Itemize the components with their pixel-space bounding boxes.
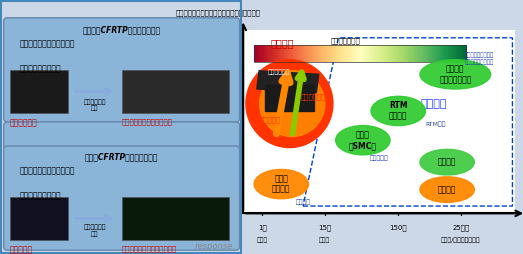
Text: スタンピング
成形: スタンピング 成形 <box>84 99 106 111</box>
FancyBboxPatch shape <box>4 122 240 150</box>
Text: RTM
（織物）: RTM （織物） <box>389 101 407 121</box>
Bar <box>254 45 466 61</box>
Bar <box>265 85 314 111</box>
Text: 等方性基材: 等方性基材 <box>259 117 281 123</box>
Ellipse shape <box>259 71 325 137</box>
Text: 等方性CFRTP基材のコア技術: 等方性CFRTP基材のコア技術 <box>85 152 158 161</box>
Ellipse shape <box>420 60 491 89</box>
Text: 連続繊维基材: 連続繊维基材 <box>268 70 290 75</box>
Text: 生産サイクルタイム（型占有時間）: 生産サイクルタイム（型占有時間） <box>342 253 416 254</box>
Text: スタンピング
成形: スタンピング 成形 <box>84 225 106 237</box>
Text: 熱可塑糳: 熱可塑糳 <box>438 185 457 194</box>
Text: ハンドレイアップ／
オートクレーブ成形: ハンドレイアップ／ オートクレーブ成形 <box>465 52 494 65</box>
Ellipse shape <box>420 149 474 175</box>
Text: 150分: 150分 <box>390 224 407 231</box>
Ellipse shape <box>336 125 390 155</box>
FancyBboxPatch shape <box>121 197 229 240</box>
Text: 従来基材: 従来基材 <box>420 99 447 109</box>
Text: ・繊维分散性の向上: ・繊维分散性の向上 <box>19 192 61 201</box>
Bar <box>257 71 319 92</box>
Text: 高級車: 高級車 <box>319 237 331 243</box>
FancyBboxPatch shape <box>10 197 68 240</box>
Text: 射出成形: 射出成形 <box>295 200 311 205</box>
Text: 開発基材: 開発基材 <box>270 38 294 48</box>
Text: 航空機/レーシングカー: 航空機/レーシングカー <box>441 237 481 243</box>
Text: ・樹脆の含浸性向上: ・樹脆の含浸性向上 <box>19 65 61 74</box>
Text: 一方向性CFRTP基材のコア技術: 一方向性CFRTP基材のコア技術 <box>83 25 161 34</box>
FancyBboxPatch shape <box>4 146 240 250</box>
Ellipse shape <box>371 96 425 125</box>
Text: 短繊维
ペレット: 短繊维 ペレット <box>272 174 290 194</box>
Text: ランダム基材: ランダム基材 <box>300 93 326 100</box>
Text: 熱硬化糳: 熱硬化糳 <box>438 158 457 167</box>
Text: 15分: 15分 <box>318 224 332 231</box>
Ellipse shape <box>254 169 309 199</box>
Text: 1分: 1分 <box>258 224 267 231</box>
Text: ・繊维－樹脆の接着性向上: ・繊维－樹脆の接着性向上 <box>19 39 75 48</box>
Text: プレス成形: プレス成形 <box>370 156 389 161</box>
Text: response.: response. <box>195 243 236 251</box>
FancyBboxPatch shape <box>121 70 229 113</box>
FancyBboxPatch shape <box>10 70 68 113</box>
Text: 等方性基材: 等方性基材 <box>10 245 33 254</box>
Text: 力学特性（強度・剛性・耐衝撃性・耐久性）: 力学特性（強度・剛性・耐衝撃性・耐久性） <box>175 9 260 16</box>
Text: RTM成形: RTM成形 <box>425 121 446 126</box>
Text: 25時間: 25時間 <box>452 224 469 231</box>
Text: ・繊维－樹脆の接着性向上: ・繊维－樹脆の接着性向上 <box>19 166 75 175</box>
Text: ランダム基材: ランダム基材 <box>10 118 38 127</box>
Ellipse shape <box>246 60 333 148</box>
Text: 複雑形状部材（パネルなど）: 複雑形状部材（パネルなど） <box>121 245 177 252</box>
Text: 強度部材（フレームなど）: 強度部材（フレームなど） <box>121 118 173 125</box>
FancyBboxPatch shape <box>4 18 240 122</box>
Ellipse shape <box>420 177 474 202</box>
Text: 連続繊维
（プリプレグ）: 連続繊维 （プリプレグ） <box>439 65 472 84</box>
Text: 量産車: 量産車 <box>257 237 268 243</box>
Text: 中繊维
（SMC）: 中繊维 （SMC） <box>349 131 377 150</box>
Text: 高速プレス成形: 高速プレス成形 <box>330 38 360 44</box>
